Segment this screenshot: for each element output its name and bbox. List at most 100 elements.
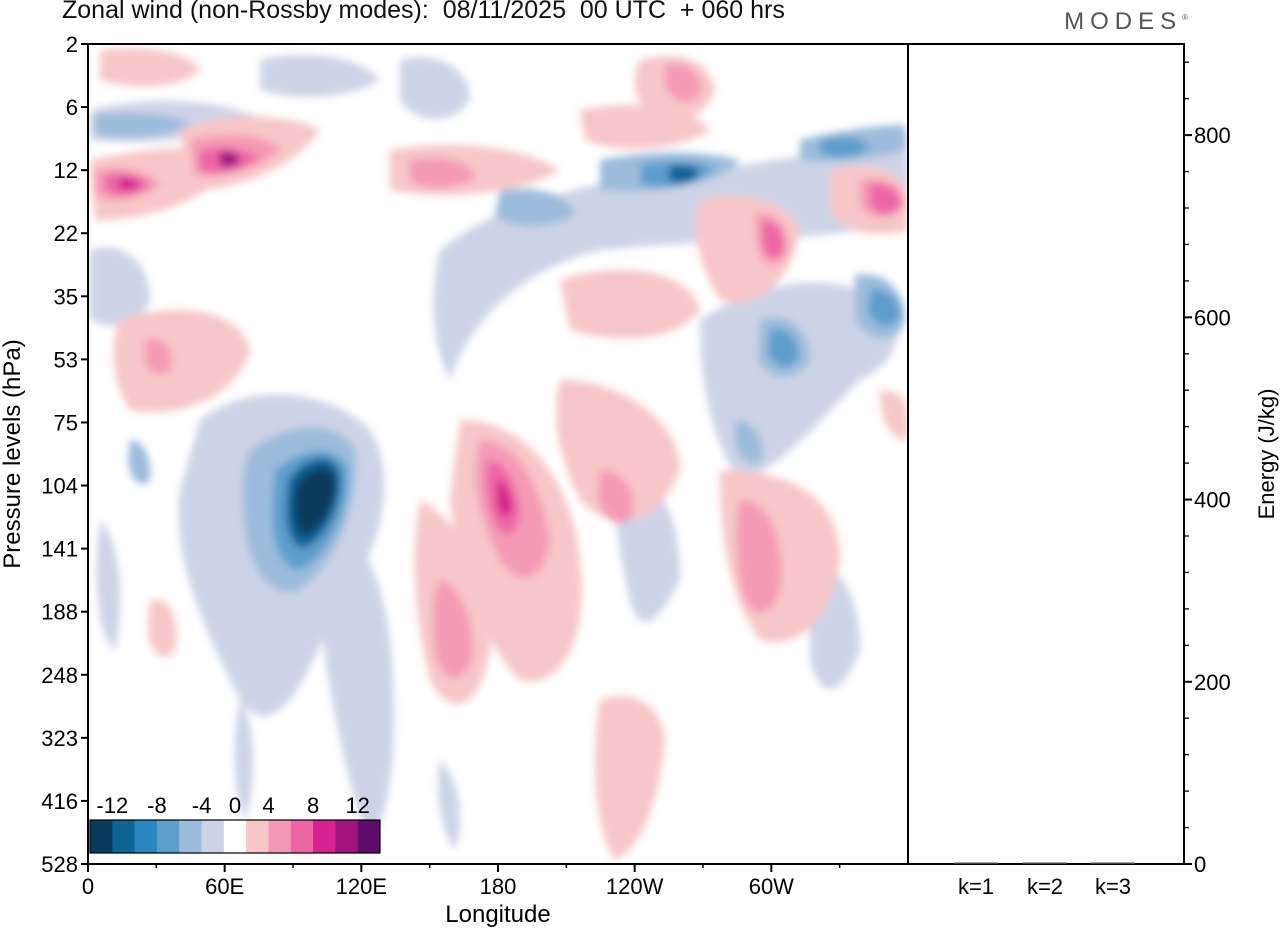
pressure-tick-label: 104 [41,474,78,499]
pressure-tick-label: 248 [41,663,78,688]
pressure-tick-label: 53 [54,347,78,372]
colorbar-swatch [313,820,336,853]
pressure-tick-label: 528 [41,852,78,877]
energy-category-label: k=2 [1027,874,1063,899]
colorbar: -12 -8 -4 0 4 8 12 [89,793,381,854]
pressure-tick-label: 35 [54,284,78,309]
wind-region [595,696,665,860]
wind-region [580,105,710,149]
wind-region [96,520,120,650]
x-axis-label: Longitude [445,901,550,928]
colorbar-swatch [112,820,136,853]
wind-region [433,130,908,380]
longitude-tick-label: 180 [480,874,517,899]
wind-region [880,390,908,440]
energy-bar [954,862,998,864]
colorbar-swatch [268,820,292,853]
wind-region [768,329,799,367]
wind-region [118,177,139,191]
energy-bars: k=1 k=2 k=3 [954,862,1135,899]
wind-region [320,520,394,840]
wind-region [668,164,700,184]
wind-region [218,151,240,167]
wind-region [868,289,901,326]
longitude-tick-label: 60W [749,874,794,899]
chart-title: Zonal wind (non-Rossby modes): 08/11/202… [62,0,785,24]
energy-axis-label: Energy (J/kg) [1254,389,1279,520]
longitude-tick-label: 120W [606,874,664,899]
energy-tick-label: 200 [1194,670,1231,695]
wind-region [495,188,575,227]
colorbar-tick-label: 12 [345,793,369,818]
wind-region [148,599,177,658]
colorbar-swatch [290,820,314,853]
longitude-axis: 0 60E 120E 180 120W 60W [82,864,841,899]
energy-axis: 0 200 400 600 800 [1184,61,1231,877]
colorbar-swatch [246,820,269,853]
energy-tick-label: 800 [1194,123,1231,148]
energy-frame [907,43,1185,865]
wind-region [128,440,151,484]
pressure-tick-label: 323 [41,726,78,751]
colorbar-swatch [134,820,158,853]
energy-category-label: k=3 [1095,874,1131,899]
colorbar-swatch [201,820,225,853]
wind-region [820,137,870,158]
y-axis-label: Pressure levels (hPa) [0,339,26,568]
longitude-tick-label: 60E [205,874,244,899]
wind-region [400,57,470,119]
wind-region [736,500,781,613]
colorbar-tick-label: -8 [147,793,167,818]
wind-region [234,700,254,820]
wind-region [438,760,460,850]
colorbar-swatch [335,820,359,853]
wind-region [100,48,200,87]
wind-region [113,310,250,412]
wind-region [95,113,190,138]
wind-region [145,339,172,375]
pressure-tick-label: 6 [66,95,78,120]
pressure-tick-label: 12 [54,158,78,183]
energy-tick-label: 0 [1194,852,1206,877]
wind-region [560,270,700,339]
colorbar-swatch [357,820,381,853]
wind-region [90,247,150,326]
wind-region [410,158,475,189]
pressure-tick-label: 188 [41,600,78,625]
colorbar-tick-label: 0 [229,793,241,818]
wind-region [260,55,380,97]
wind-region [665,64,701,102]
wind-region [735,420,763,464]
energy-tick-label: 600 [1194,305,1231,330]
wind-region [762,221,784,258]
wind-region [497,480,512,517]
energy-category-label: k=1 [958,874,994,899]
energy-tick-label: 400 [1194,488,1231,513]
pressure-tick-label: 416 [41,789,78,814]
colorbar-tick-label: -12 [96,793,128,818]
pressure-tick-label: 141 [41,537,78,562]
colorbar-swatch [90,820,113,853]
wind-region [294,467,336,535]
colorbar-swatch [179,820,203,853]
colorbar-tick-label: 4 [262,793,274,818]
longitude-tick-label: 120E [336,874,387,899]
colorbar-frame [89,819,381,854]
energy-bar [1091,862,1135,864]
wind-region [870,184,901,215]
energy-bar [1023,862,1067,864]
wind-region [556,380,680,522]
colorbar-tick-label: -4 [192,793,212,818]
pressure-tick-label: 22 [54,221,78,246]
modes-logo: MODES® [1064,8,1188,35]
colorbar-tick-label: 8 [307,793,319,818]
colorbar-swatch [156,820,180,853]
wind-region [433,580,473,679]
pressure-tick-label: 2 [66,32,78,57]
pressure-tick-label: 75 [54,410,78,435]
longitude-tick-label: 0 [82,874,94,899]
zonal-wind-field [90,48,908,860]
wind-region [598,470,634,524]
pressure-axis: 2 6 12 22 35 53 75 104 141 188 248 323 416 528 [41,32,88,877]
